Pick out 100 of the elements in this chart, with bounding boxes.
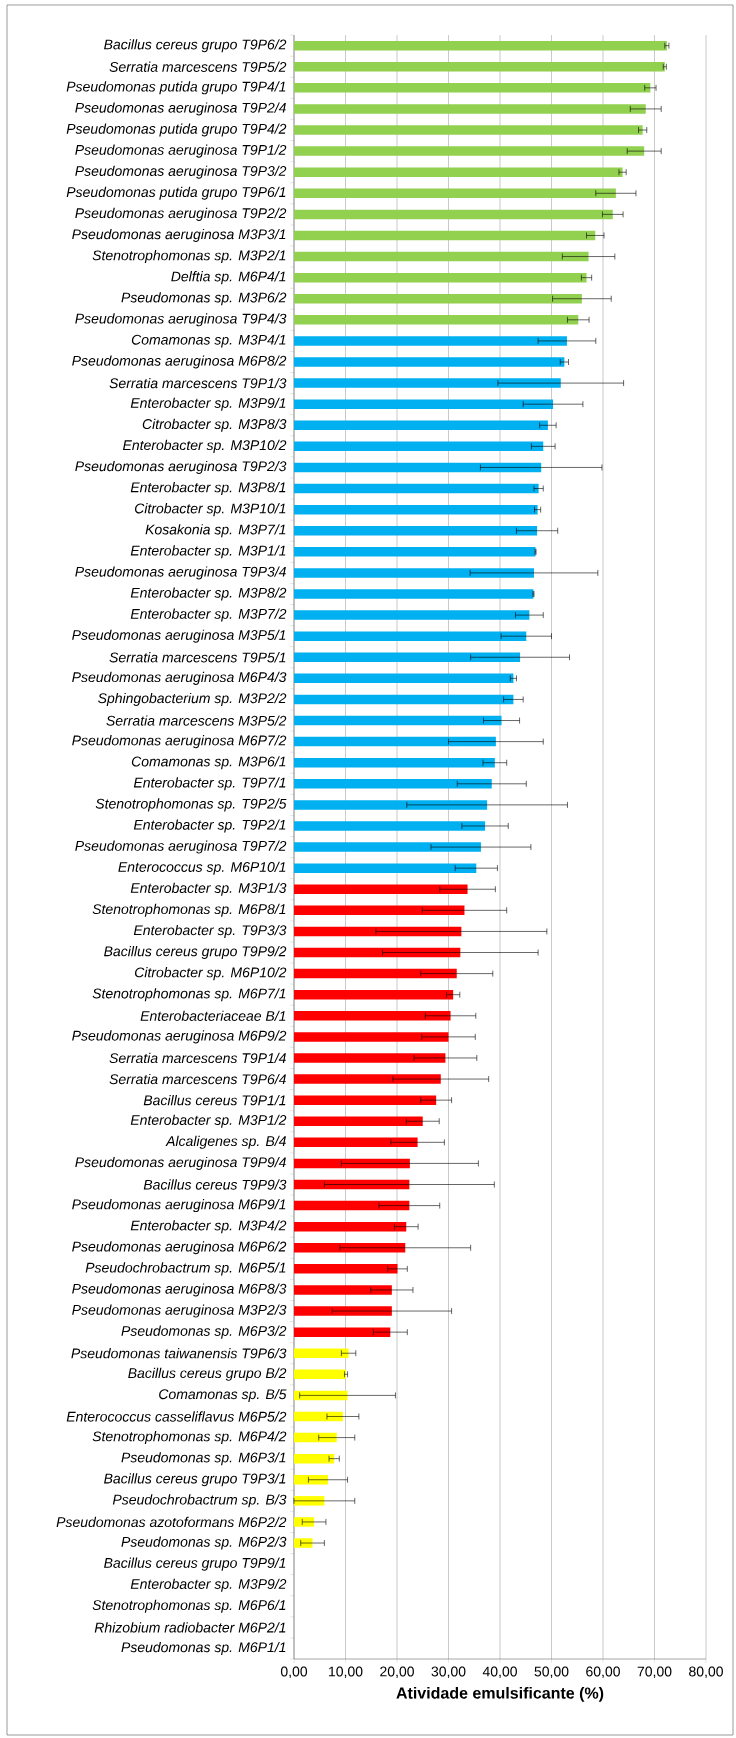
- y-tick-label: Pseudochrobactrum sp. B/3: [112, 1494, 287, 1508]
- y-tick-label: Bacillus cereus grupo T9P9/1: [104, 1557, 286, 1571]
- bar: [294, 715, 502, 726]
- y-tick-label: Pseudomonas aeruginosa T9P3/2: [75, 165, 287, 179]
- y-tick-label: Pseudomonas aeruginosa T9P4/3: [75, 313, 287, 327]
- bar: [294, 610, 530, 620]
- y-tick-label: Bacillus cereus grupo T9P3/1: [104, 1473, 286, 1487]
- bar: [294, 83, 651, 93]
- y-tick-label: Enterobacter sp. M3P1/3: [130, 882, 287, 896]
- bar: [294, 209, 613, 220]
- y-tick-label: Citrobacter sp. M3P8/3: [142, 418, 287, 432]
- bar: [294, 62, 665, 72]
- bar: [294, 125, 643, 135]
- y-tick-label: Enterobacter sp. M3P8/2: [130, 587, 287, 601]
- bar: [294, 1053, 446, 1063]
- x-tick-label: 10,00: [329, 1666, 363, 1679]
- bar: [294, 1348, 349, 1358]
- y-tick-label: Pseudomonas sp. M6P1/1: [121, 1641, 286, 1655]
- bar: [294, 1116, 423, 1126]
- bar: [294, 694, 514, 705]
- y-tick-label: Alcaligenes sp. B/4: [165, 1135, 286, 1149]
- y-tick-label: Serratia marcescens T9P5/1: [109, 652, 286, 663]
- bar: [294, 1264, 398, 1274]
- y-tick-label: Pseudomonas taiwanensis T9P6/3: [71, 1348, 287, 1359]
- y-tick-label: Pseudomonas aeruginosa T9P9/4: [75, 1156, 286, 1170]
- x-tick-label: 30,00: [431, 1666, 466, 1679]
- y-tick-label: Stenotrophomonas sp. M6P4/2: [92, 1431, 287, 1445]
- y-tick-label: Enterobacteriaceae B/1: [140, 1010, 286, 1021]
- y-tick-label: Enterobacter sp. T9P7/1: [133, 777, 286, 791]
- y-tick-label: Pseudomonas sp. M6P3/1: [121, 1452, 286, 1466]
- y-tick-label: Pseudomonas aeruginosa M6P8/2: [72, 355, 287, 369]
- y-tick-label: Enterobacter sp. M3P9/2: [130, 1578, 287, 1592]
- bar: [294, 483, 539, 494]
- bar: [294, 989, 454, 1000]
- bar: [294, 167, 623, 177]
- bar: [294, 863, 477, 873]
- y-tick-label: Enterobacter sp. T9P3/3: [133, 924, 287, 938]
- y-tick-label: Pseudomonas sp. M6P3/2: [121, 1325, 287, 1339]
- y-tick-label: Rhizobium radiobacter M6P2/1: [94, 1622, 286, 1633]
- bar: [294, 1074, 441, 1084]
- y-tick-label: Enterobacter sp. M3P1/2: [130, 1114, 287, 1128]
- y-tick-label: Enterobacter sp. M3P4/2: [130, 1220, 287, 1234]
- y-tick-label: Stenotrophomonas sp. M3P2/1: [92, 250, 286, 264]
- y-tick-label: Stenotrophomonas sp. T9P2/5: [95, 798, 287, 812]
- y-tick-label: Pseudomonas aeruginosa T9P2/3: [75, 460, 287, 474]
- y-tick-label: Enterobacter sp. M3P10/2: [122, 439, 287, 453]
- y-tick-label: Stenotrophomonas sp. M6P6/1: [92, 1599, 286, 1613]
- y-tick-label: Bacillus cereus grupo T9P6/2: [104, 39, 287, 53]
- y-tick-label: Pseudomonas aeruginosa M6P6/2: [72, 1241, 287, 1255]
- y-tick-label: Citrobacter sp. M3P10/1: [134, 503, 286, 517]
- y-tick-label: Sphingobacterium sp. M3P2/2: [98, 692, 287, 706]
- bar: [294, 462, 542, 473]
- y-tick-label: Pseudomonas aeruginosa T9P7/2: [75, 840, 287, 854]
- y-tick-label: Pseudomonas aeruginosa M6P8/3: [72, 1283, 287, 1297]
- bar: [294, 1369, 347, 1380]
- bar: [294, 230, 596, 241]
- x-tick-label: 70,00: [637, 1666, 672, 1679]
- x-tick-label: 0,00: [280, 1666, 308, 1679]
- bar: [294, 293, 582, 304]
- bar: [294, 251, 589, 262]
- bar: [294, 1221, 407, 1232]
- y-tick-label: Pseudomonas sp. M3P6/2: [121, 292, 287, 306]
- y-tick-label: Enterobacter sp. T9P2/1: [133, 819, 286, 833]
- y-tick-label: Pseudomonas aeruginosa T9P3/4: [75, 566, 286, 580]
- y-tick-label: Enterobacter sp. M3P9/1: [130, 397, 286, 411]
- y-tick-label: Comamonas sp. B/5: [159, 1388, 287, 1402]
- bar: [294, 399, 554, 409]
- y-tick-label: Pseudomonas aeruginosa T9P2/4: [75, 102, 286, 116]
- bar: [294, 821, 486, 831]
- bar: [294, 315, 579, 325]
- y-tick-label: Pseudomonas aeruginosa T9P2/2: [75, 207, 287, 221]
- y-tick-label: Pseudomonas aeruginosa T9P1/2: [75, 144, 287, 158]
- x-tick-label: 50,00: [534, 1666, 569, 1679]
- y-tick-label: Serratia marcescens M3P5/2: [106, 715, 287, 726]
- y-tick-label: Pseudomonas putida grupo T9P6/1: [66, 186, 286, 200]
- x-axis-title: Atividade emulsificante (%): [396, 1686, 604, 1702]
- y-tick-label: Enterococcus casseliflavus M6P5/2: [66, 1411, 287, 1422]
- bar: [294, 1432, 337, 1443]
- y-tick-label: Serratia marcescens T9P5/2: [109, 61, 287, 72]
- y-tick-label: Kosakonia sp. M3P7/1: [145, 524, 286, 538]
- bar: [294, 652, 521, 663]
- bar: [294, 905, 465, 916]
- y-tick-label: Serratia marcescens T9P6/4: [109, 1073, 286, 1085]
- y-tick-label: Pseudomonas aeruginosa M3P3/1: [72, 228, 286, 242]
- y-tick-label: Pseudomonas aeruginosa M3P5/1: [72, 629, 286, 643]
- bar: [294, 188, 616, 199]
- y-tick-label: Bacillus cereus T9P9/3: [143, 1179, 287, 1190]
- y-tick-label: Delftia sp. M6P4/1: [171, 271, 286, 285]
- y-tick-label: Comamonas sp. M3P6/1: [131, 756, 286, 770]
- y-tick-label: Pseudomonas aeruginosa M3P2/3: [72, 1304, 287, 1318]
- y-tick-label: Pseudomonas aeruginosa M6P9/2: [72, 1030, 287, 1044]
- y-tick-label: Stenotrophomonas sp. M6P7/1: [92, 988, 286, 1002]
- bar: [294, 1200, 410, 1211]
- y-tick-label: Pseudomonas aeruginosa M6P7/2: [72, 735, 287, 749]
- y-tick-label: Citrobacter sp. M6P10/2: [134, 967, 287, 981]
- y-tick-label: Pseudomonas putida grupo T9P4/1: [66, 81, 286, 95]
- y-tick-label: Bacillus cereus T9P1/1: [143, 1095, 286, 1106]
- bar: [294, 146, 645, 156]
- y-tick-label: Enterobacter sp. M3P1/1: [130, 545, 286, 559]
- x-tick-label: 80,00: [689, 1666, 723, 1679]
